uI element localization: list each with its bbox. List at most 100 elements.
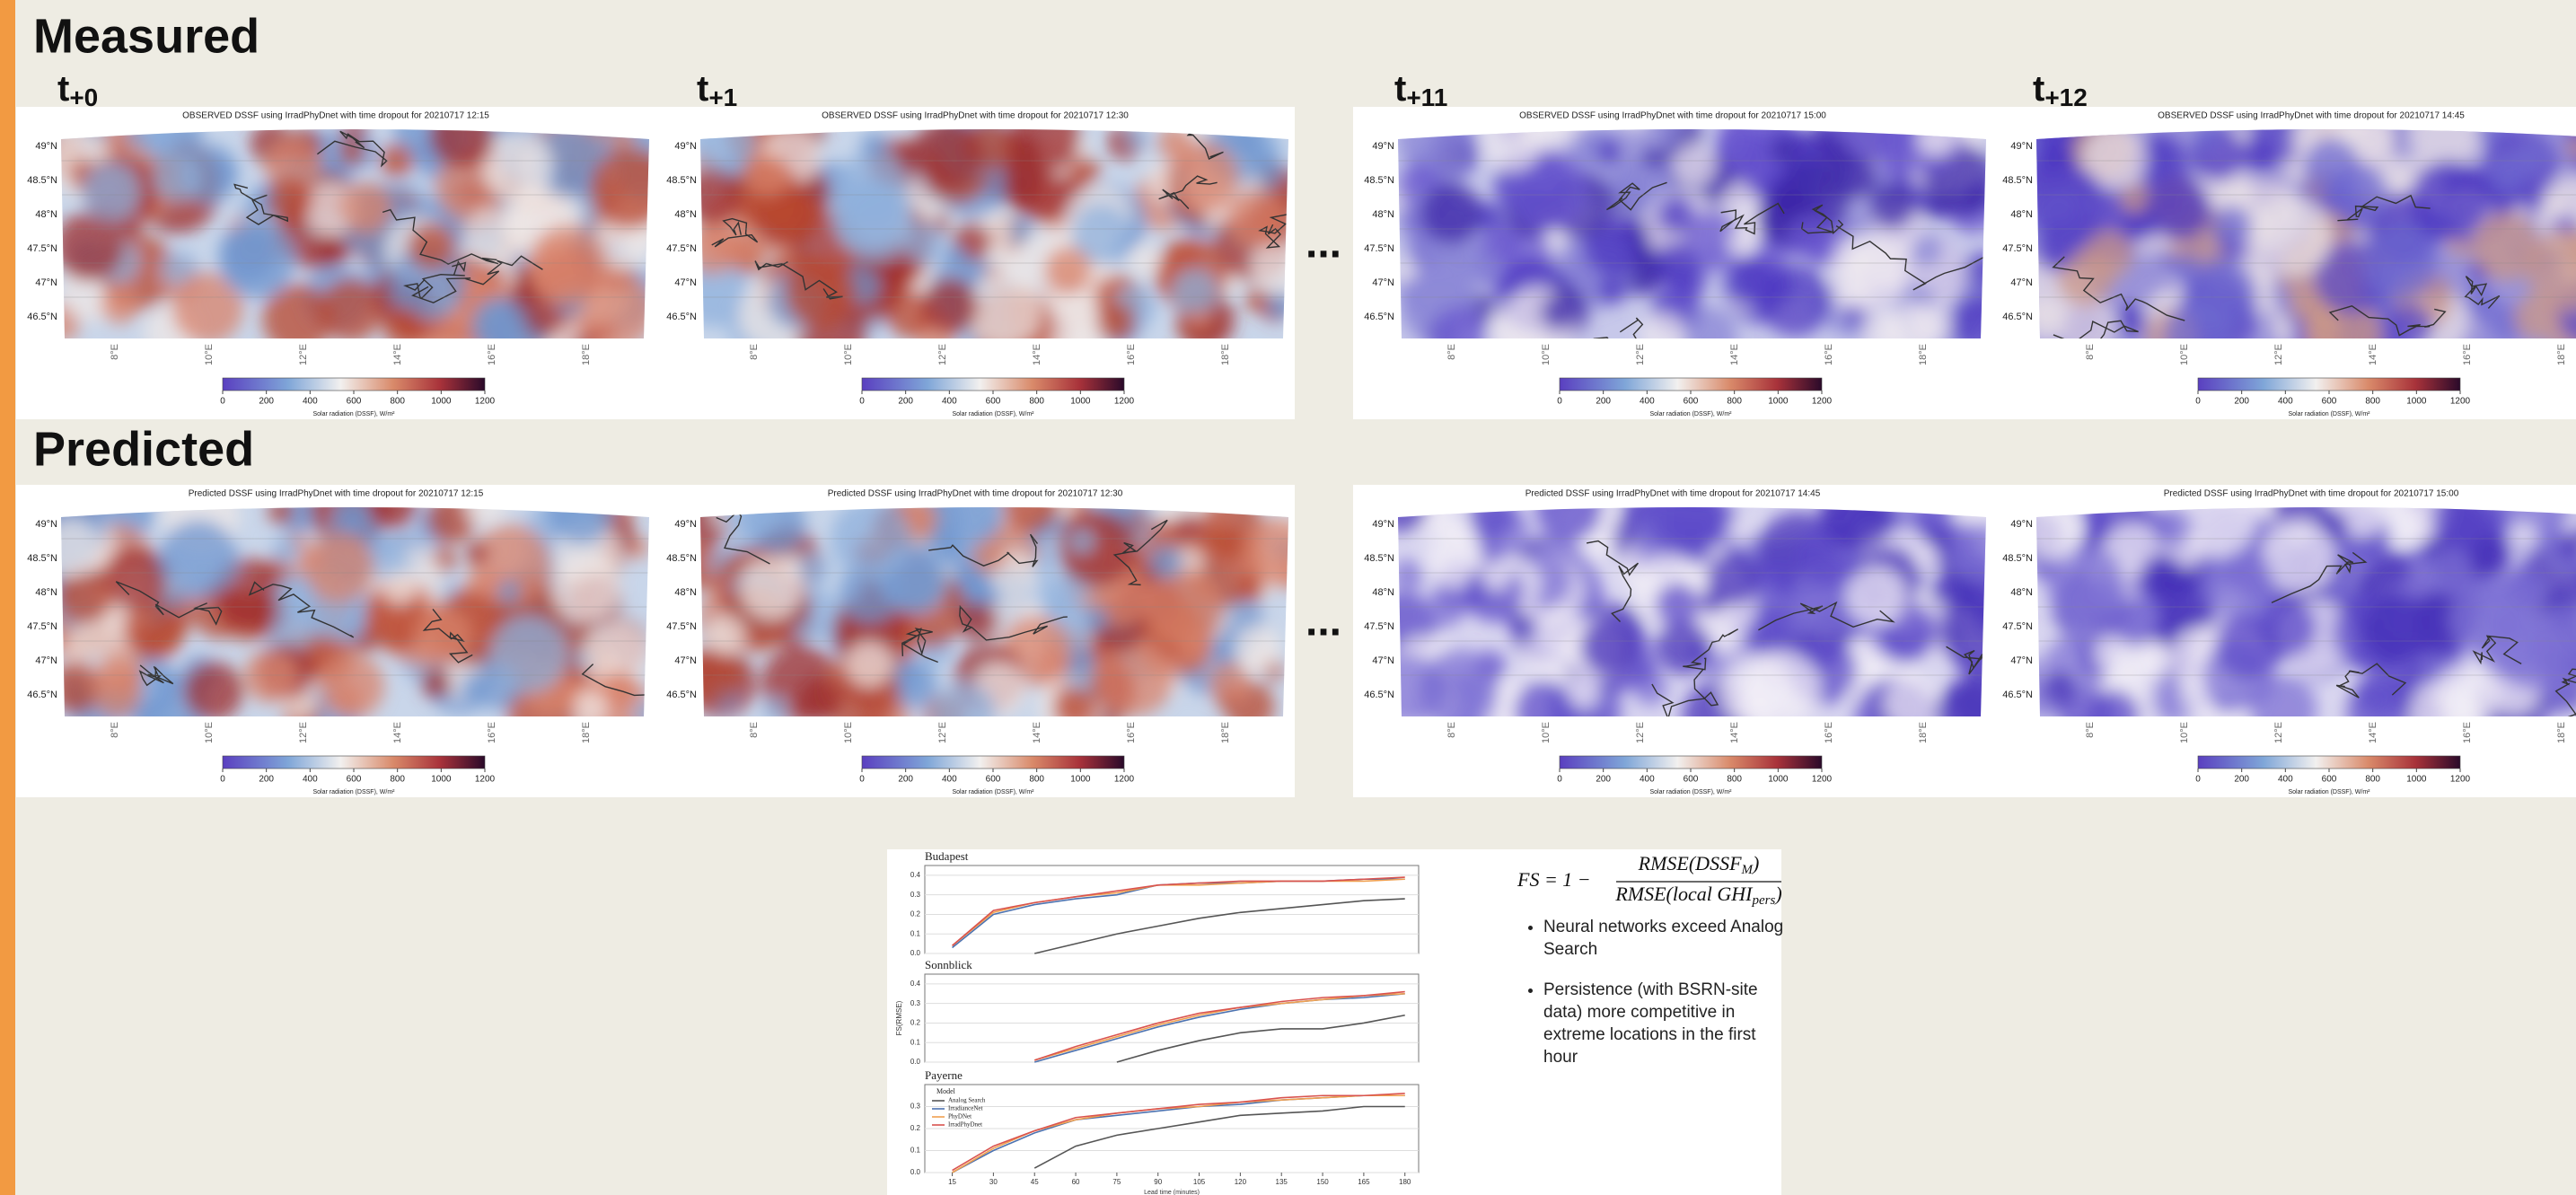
map-blob xyxy=(1003,507,1059,533)
map-blob xyxy=(1068,155,1101,188)
series-line xyxy=(1034,898,1405,954)
time-step-base: t xyxy=(697,69,708,109)
map-blob xyxy=(407,222,456,271)
lat-label: 48°N xyxy=(674,209,697,220)
lat-label: 48°N xyxy=(35,209,57,220)
map-blob xyxy=(527,224,610,306)
lat-label: 48.5°N xyxy=(666,553,697,564)
lon-label: 16°E xyxy=(487,722,497,743)
lon-label: 14°E xyxy=(1032,722,1042,743)
map-blob xyxy=(1948,523,1986,582)
map-blob xyxy=(81,162,141,222)
panel-title: OBSERVED DSSF using IrradPhyDnet with ti… xyxy=(1519,111,1826,121)
y-tick-label: 0.0 xyxy=(910,1168,921,1176)
map-blob xyxy=(243,649,297,703)
series-line xyxy=(1034,992,1405,1061)
x-tick-label: 60 xyxy=(1072,1178,1080,1186)
map-blob xyxy=(2240,138,2275,172)
map-blob xyxy=(183,662,243,716)
lat-label: 47.5°N xyxy=(666,621,697,632)
lat-label: 46.5°N xyxy=(2002,312,2033,322)
map-blob xyxy=(1729,518,1754,543)
map-blob xyxy=(2557,531,2576,559)
lat-label: 46.5°N xyxy=(2002,690,2033,700)
colorbar-tick-label: 200 xyxy=(259,397,274,407)
map-blob xyxy=(2198,542,2273,618)
panel-title: Predicted DSSF using IrradPhyDnet with t… xyxy=(828,489,1123,499)
panel-title: Predicted DSSF using IrradPhyDnet with t… xyxy=(189,489,484,499)
time-step: t+1 xyxy=(697,69,737,112)
map-blob xyxy=(2174,253,2200,280)
colorbar-tick-label: 600 xyxy=(2322,397,2337,407)
lon-label: 16°E xyxy=(1126,344,1137,365)
map-blob xyxy=(1706,550,1762,606)
lat-label: 47°N xyxy=(1372,655,1394,666)
y-tick-label: 0.0 xyxy=(910,1058,921,1066)
map-blob xyxy=(369,507,418,530)
x-tick-label: 135 xyxy=(1276,1178,1288,1186)
x-tick-label: 150 xyxy=(1316,1178,1329,1186)
map-blob xyxy=(909,507,937,532)
map-blob xyxy=(1647,507,1724,554)
colorbar-tick-label: 1200 xyxy=(1812,775,1833,785)
map-blob xyxy=(463,206,523,266)
lon-label: 12°E xyxy=(298,722,309,743)
map-blob xyxy=(1182,631,1214,664)
colorbar-tick-label: 1000 xyxy=(1070,775,1091,785)
x-tick-label: 180 xyxy=(1399,1178,1411,1186)
series-line xyxy=(1116,1014,1405,1063)
country-border xyxy=(1258,210,1288,249)
map-blob xyxy=(1208,661,1251,704)
panel-title: OBSERVED DSSF using IrradPhyDnet with ti… xyxy=(182,111,489,121)
map-blob xyxy=(1052,687,1096,716)
colorbar-tick-label: 600 xyxy=(986,775,1001,785)
lon-label: 10°E xyxy=(204,344,215,365)
lat-label: 46.5°N xyxy=(666,312,697,322)
map-blob xyxy=(1655,582,1701,628)
map-blob xyxy=(927,507,1003,549)
lon-label: 12°E xyxy=(2273,344,2284,365)
colorbar-tick-label: 800 xyxy=(1029,397,1044,407)
y-tick-label: 0.0 xyxy=(910,949,921,957)
map-blob xyxy=(2261,519,2335,594)
colorbar-tick-label: 1200 xyxy=(2450,775,2471,785)
map-blob xyxy=(61,518,102,579)
map-blob xyxy=(466,542,488,565)
lon-label: 10°E xyxy=(2179,722,2190,743)
colorbar-tick-label: 400 xyxy=(942,775,957,785)
lat-label: 48°N xyxy=(674,587,697,598)
map-image xyxy=(1398,129,1986,338)
map-blob xyxy=(1883,675,1940,716)
x-tick-label: 165 xyxy=(1358,1178,1370,1186)
colorbar-tick-label: 400 xyxy=(2278,397,2293,407)
colorbar-label: Solar radiation (DSSF), W/m² xyxy=(1649,411,1732,417)
map-blob xyxy=(1096,303,1136,338)
ellipsis: ... xyxy=(1306,220,1341,268)
lat-label: 47°N xyxy=(35,655,57,666)
map-blob xyxy=(1641,145,1665,169)
map-blob xyxy=(1479,129,1544,171)
map-blob xyxy=(1244,286,1270,312)
colorbar-tick-label: 800 xyxy=(2365,775,2380,785)
colorbar-tick-label: 800 xyxy=(2365,397,2380,407)
time-step: t+0 xyxy=(57,69,98,112)
map-panel: OBSERVED DSSF using IrradPhyDnet with ti… xyxy=(1991,107,2576,419)
colorbar-tick-label: 200 xyxy=(1596,397,1611,407)
map-blob xyxy=(339,181,392,234)
colorbar-tick-label: 200 xyxy=(2234,397,2249,407)
country-border xyxy=(2271,551,2368,603)
legend-label: IrradPhyDnet xyxy=(948,1121,982,1129)
map-blob xyxy=(1542,294,1578,330)
map-blob xyxy=(2251,195,2333,277)
country-border xyxy=(1112,519,1168,586)
colorbar-tick-label: 0 xyxy=(220,775,225,785)
panel-title: Predicted DSSF using IrradPhyDnet with t… xyxy=(1525,489,1821,499)
lat-label: 49°N xyxy=(674,141,697,152)
map-blob xyxy=(1713,629,1740,656)
map-blob xyxy=(2195,129,2220,150)
map-blob xyxy=(1398,559,1424,592)
map-image xyxy=(61,507,649,716)
colorbar-tick-label: 800 xyxy=(390,775,405,785)
map-blob xyxy=(1828,232,1908,312)
map-blob xyxy=(2045,542,2125,622)
